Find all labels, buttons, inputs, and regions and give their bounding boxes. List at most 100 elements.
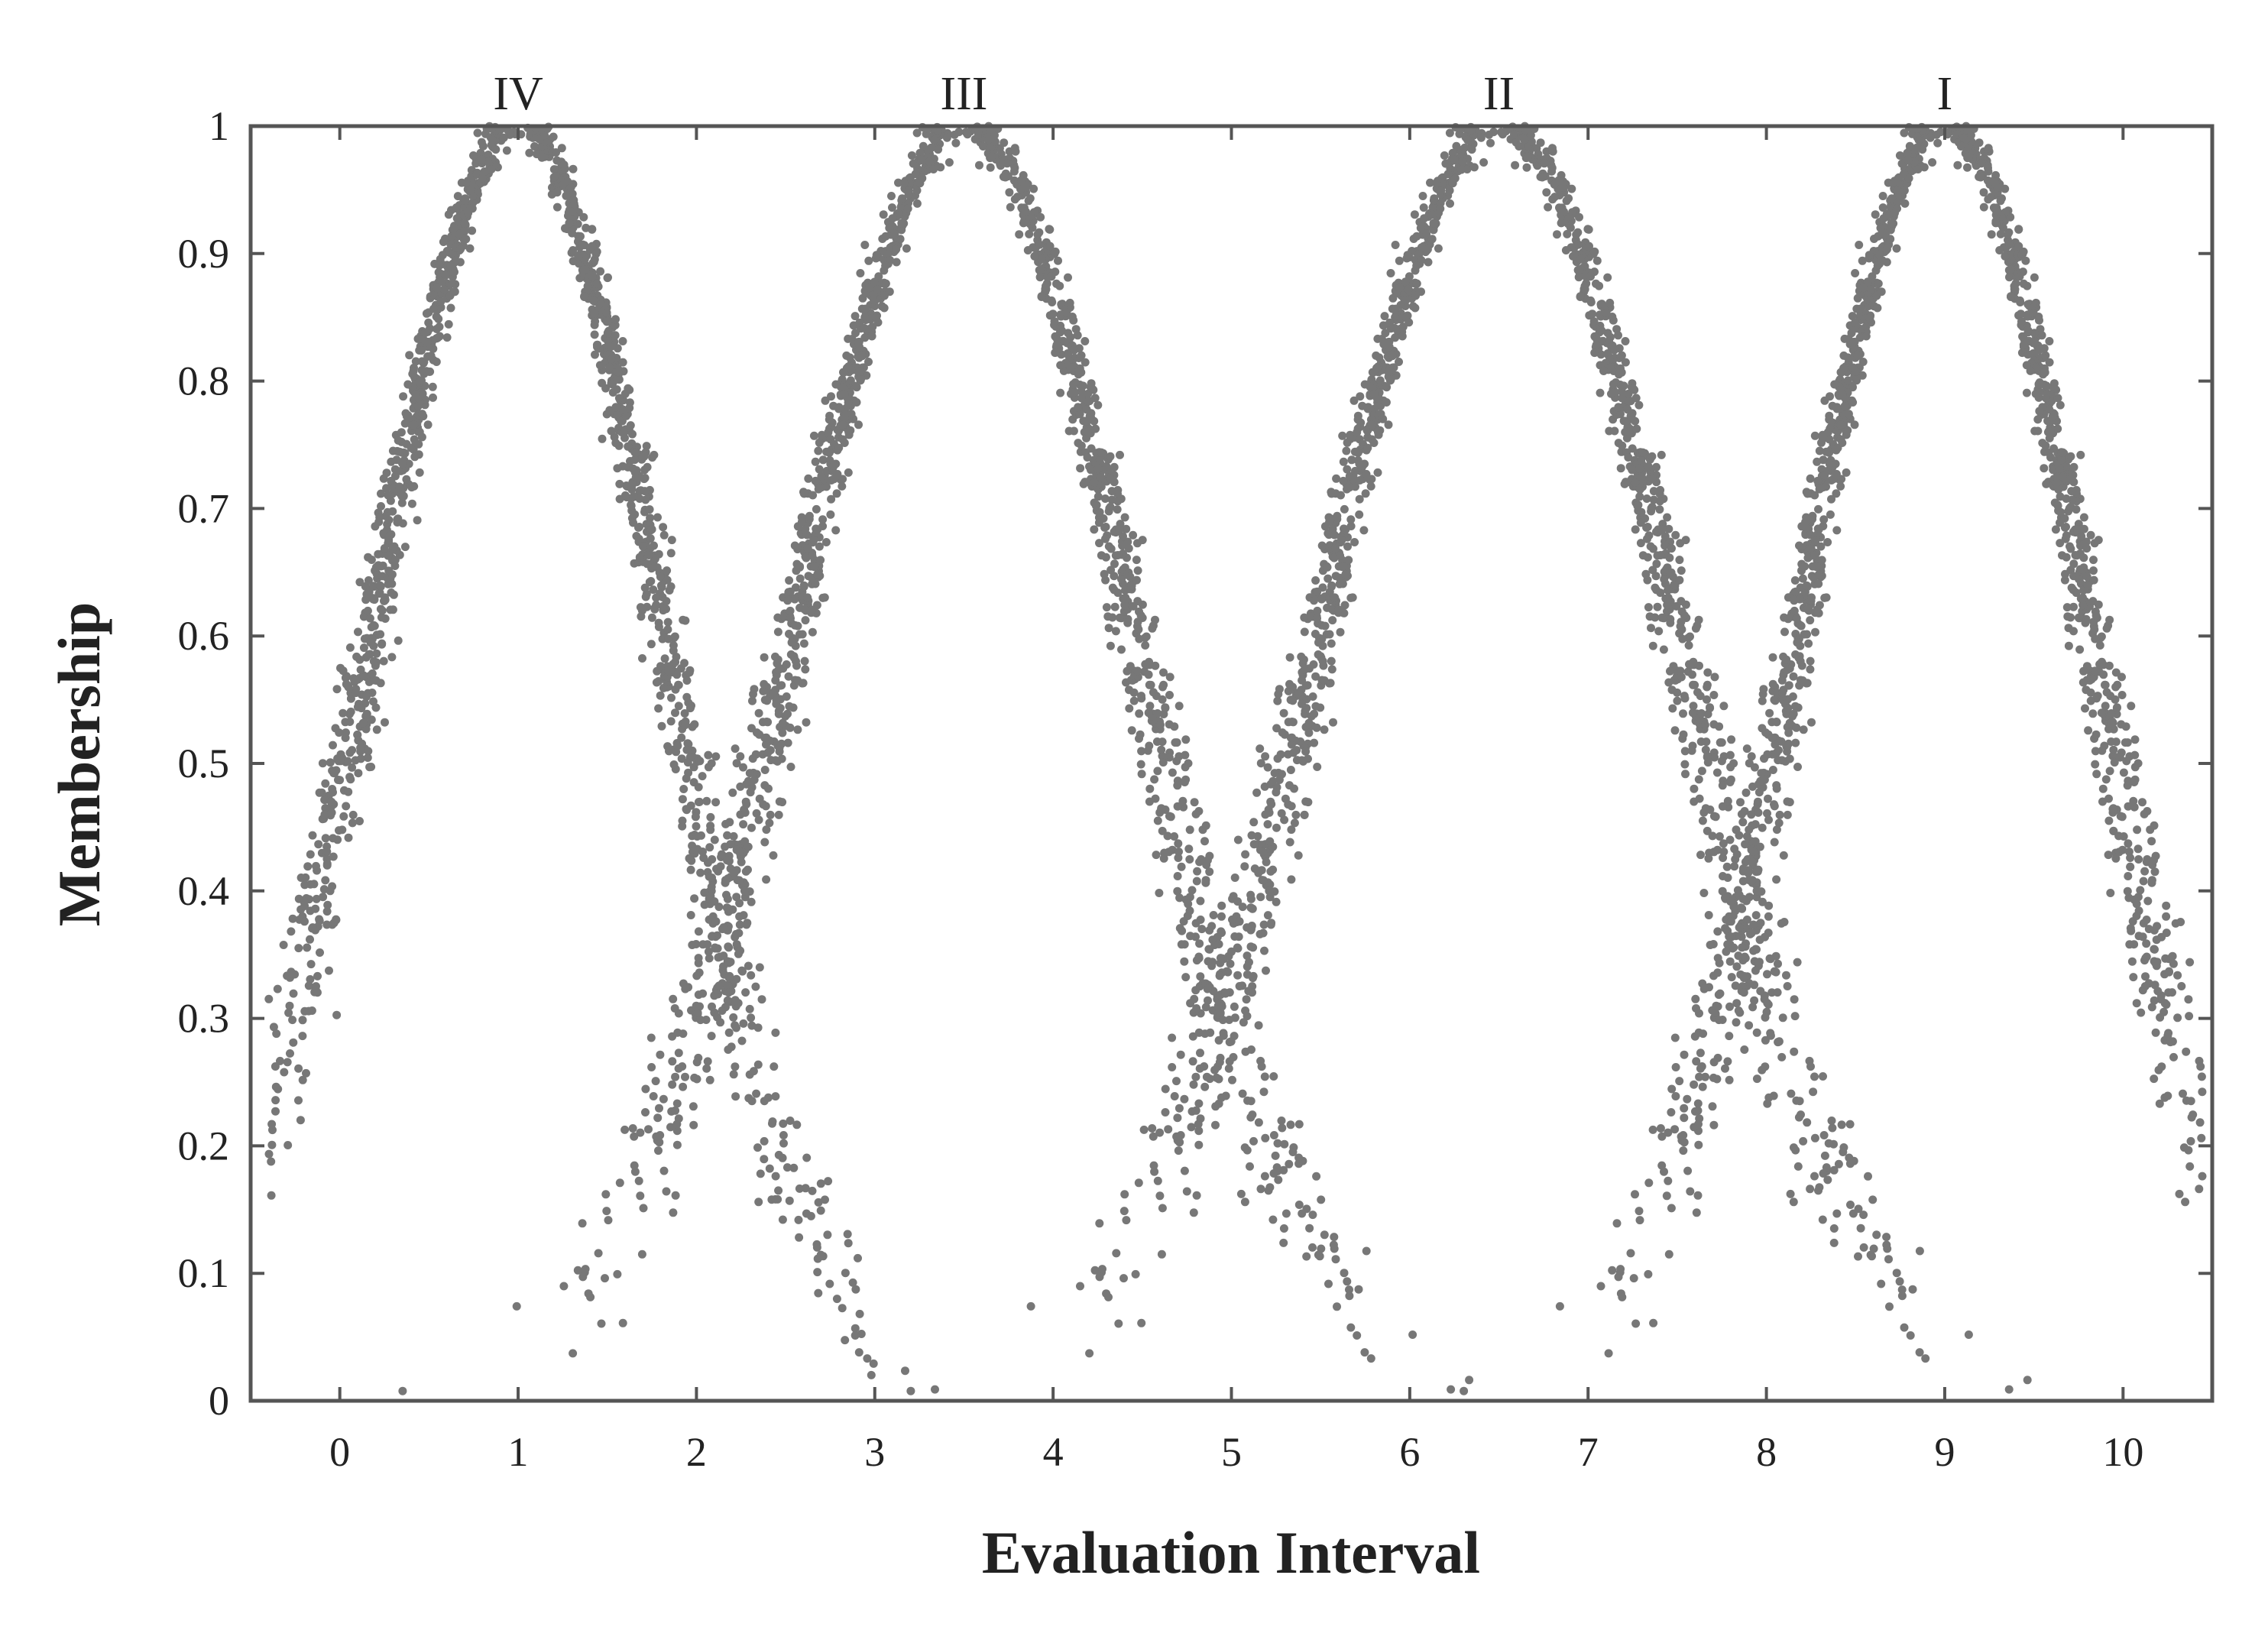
scatter-point — [608, 388, 617, 397]
scatter-point — [1793, 1162, 1803, 1171]
scatter-point — [689, 778, 698, 787]
scatter-point — [662, 597, 671, 606]
scatter-point — [1098, 1265, 1106, 1274]
scatter-point — [1090, 1266, 1100, 1275]
scatter-point — [1799, 1136, 1808, 1146]
scatter-point — [752, 809, 761, 818]
scatter-point — [1216, 1008, 1225, 1017]
scatter-point — [810, 562, 819, 572]
scatter-point — [1184, 844, 1194, 854]
scatter-point — [289, 989, 298, 998]
scatter-point — [333, 754, 342, 763]
scatter-point — [904, 186, 913, 195]
scatter-point — [1547, 167, 1557, 176]
scatter-point — [643, 602, 652, 611]
scatter-point — [1298, 756, 1307, 765]
scatter-point — [778, 1153, 787, 1162]
scatter-point — [461, 194, 470, 203]
scatter-point — [652, 678, 661, 687]
scatter-point — [869, 1359, 878, 1368]
scatter-point — [689, 1120, 698, 1130]
scatter-point — [538, 152, 547, 161]
scatter-point — [1052, 279, 1061, 288]
scatter-point — [273, 984, 282, 993]
scatter-point — [569, 164, 578, 173]
scatter-point — [723, 831, 732, 840]
scatter-point — [2119, 768, 2128, 777]
scatter-point — [698, 848, 707, 856]
scatter-point — [808, 1186, 817, 1195]
scatter-point — [1129, 688, 1139, 697]
scatter-point — [669, 641, 678, 650]
scatter-point — [852, 398, 861, 407]
scatter-point — [1625, 427, 1634, 436]
scatter-point — [786, 650, 795, 659]
scatter-point — [1177, 862, 1186, 871]
scatter-point — [1173, 1113, 1182, 1123]
scatter-point — [1353, 1331, 1362, 1340]
scatter-point — [686, 865, 695, 874]
scatter-point — [824, 428, 833, 437]
scatter-point — [734, 876, 744, 885]
scatter-point — [530, 142, 539, 151]
scatter-point — [1230, 1032, 1239, 1041]
scatter-point — [1521, 135, 1529, 144]
scatter-point — [1727, 973, 1736, 982]
scatter-point — [1294, 1153, 1304, 1162]
scatter-point — [630, 455, 640, 465]
scatter-point — [711, 943, 720, 952]
scatter-point — [1078, 381, 1087, 391]
scatter-point — [1117, 575, 1126, 584]
scatter-point — [2104, 794, 2113, 803]
scatter-point — [1025, 229, 1034, 238]
scatter-point — [744, 865, 752, 874]
scatter-point — [602, 317, 611, 326]
scatter-point — [1340, 1269, 1349, 1278]
scatter-point — [1073, 331, 1082, 340]
scatter-point — [363, 754, 372, 762]
scatter-point — [1742, 916, 1751, 924]
scatter-point — [1343, 542, 1352, 551]
scatter-point — [785, 576, 794, 585]
scatter-point — [774, 665, 783, 674]
scatter-point — [1185, 855, 1194, 864]
scatter-point — [1037, 292, 1046, 301]
scatter-point — [1156, 721, 1165, 730]
scatter-point — [417, 376, 426, 385]
scatter-point — [1703, 758, 1712, 767]
scatter-point — [1141, 641, 1150, 650]
scatter-point — [763, 748, 773, 757]
scatter-point — [1386, 374, 1395, 383]
scatter-point — [267, 1120, 277, 1129]
scatter-point — [562, 191, 571, 200]
scatter-point — [1050, 317, 1059, 326]
scatter-point — [1256, 1185, 1265, 1194]
scatter-point — [1395, 256, 1404, 265]
scatter-point — [802, 1153, 812, 1162]
scatter-point — [1249, 971, 1258, 980]
scatter-point — [1260, 946, 1268, 955]
scatter-point — [2163, 1091, 2172, 1100]
scatter-point — [1170, 1092, 1179, 1100]
scatter-point — [478, 141, 488, 151]
scatter-point — [1548, 144, 1557, 153]
scatter-point — [1341, 570, 1350, 579]
scatter-point — [425, 367, 433, 376]
scatter-point — [1287, 740, 1296, 749]
scatter-point — [363, 606, 372, 615]
scatter-point — [692, 1074, 701, 1084]
scatter-point — [1190, 798, 1199, 807]
scatter-point — [646, 514, 655, 523]
scatter-point — [319, 893, 328, 902]
scatter-point — [356, 747, 365, 756]
scatter-point — [1277, 809, 1286, 818]
scatter-point — [1996, 229, 2005, 238]
scatter-point — [428, 382, 437, 391]
scatter-point — [615, 1178, 624, 1188]
scatter-point — [746, 788, 755, 797]
scatter-point — [1732, 999, 1742, 1008]
scatter-point — [1252, 788, 1262, 797]
scatter-point — [411, 390, 420, 399]
scatter-point — [1638, 448, 1648, 457]
scatter-point — [666, 549, 676, 558]
